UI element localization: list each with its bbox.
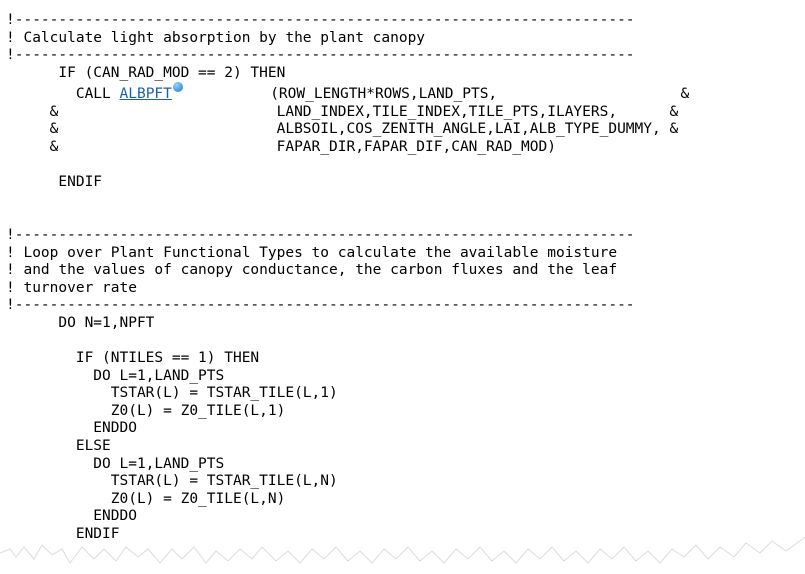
code-line: TSTAR(L) = TSTAR_TILE(L,N) <box>6 473 338 489</box>
albpft-link[interactable]: ALBPFT <box>120 86 172 102</box>
code-line: DO L=1,LAND_PTS <box>6 368 224 384</box>
code-line: !---------------------------------------… <box>6 12 635 28</box>
code-line-part: CALL <box>6 86 120 102</box>
code-line-part: (ROW_LENGTH*ROWS,LAND_PTS, & <box>183 86 689 102</box>
code-line: DO N=1,NPFT <box>6 315 154 331</box>
code-line: ENDIF <box>6 174 102 190</box>
code-line: & ALBSOIL,COS_ZENITH_ANGLE,LAI,ALB_TYPE_… <box>6 121 678 137</box>
code-line: ! Calculate light absorption by the plan… <box>6 30 425 46</box>
globe-icon <box>173 82 183 92</box>
code-line: ENDDO <box>6 420 137 436</box>
code-line: & FAPAR_DIR,FAPAR_DIF,CAN_RAD_MOD) <box>6 139 556 155</box>
code-line: & LAND_INDEX,TILE_INDEX,TILE_PTS,ILAYERS… <box>6 104 678 120</box>
link-text: ALBPFT <box>120 86 172 102</box>
code-line: ENDDO <box>6 508 137 524</box>
code-line: Z0(L) = Z0_TILE(L,N) <box>6 491 285 507</box>
code-line: IF (CAN_RAD_MOD == 2) THEN <box>6 65 285 81</box>
code-line: ! and the values of canopy conductance, … <box>6 262 617 278</box>
code-line: ! Loop over Plant Functional Types to ca… <box>6 245 617 261</box>
code-line: !---------------------------------------… <box>6 297 635 313</box>
code-line: IF (NTILES == 1) THEN <box>6 350 259 366</box>
code-line: ELSE <box>6 438 111 454</box>
code-line: TSTAR(L) = TSTAR_TILE(L,1) <box>6 385 338 401</box>
code-line: ENDIF <box>6 526 120 542</box>
code-line: !---------------------------------------… <box>6 47 635 63</box>
code-line: DO L=1,LAND_PTS <box>6 456 224 472</box>
code-line: ! turnover rate <box>6 280 137 296</box>
code-line: !---------------------------------------… <box>6 227 635 243</box>
code-block: !---------------------------------------… <box>0 0 805 550</box>
code-line: Z0(L) = Z0_TILE(L,1) <box>6 403 285 419</box>
